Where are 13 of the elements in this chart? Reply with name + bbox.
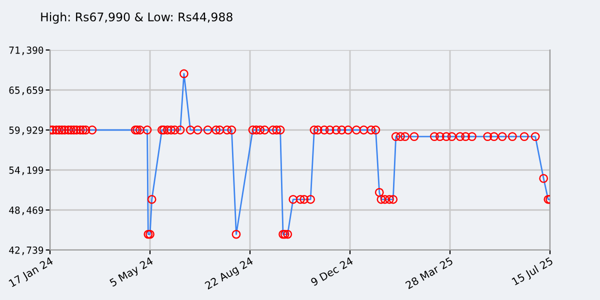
- y-tick-label: 65,659: [9, 86, 44, 96]
- x-tick-label: 28 Mar 25: [405, 256, 454, 290]
- y-tick-label: 71,390: [9, 46, 44, 56]
- y-tick-label: 54,199: [9, 166, 44, 176]
- x-tick-label: 5 May 24: [109, 256, 155, 289]
- x-tick-label: 22 Aug 24: [204, 256, 255, 292]
- x-tick-label: 15 Jul 25: [511, 256, 554, 288]
- x-tick-label: 9 Dec 24: [310, 256, 354, 286]
- y-tick-label: 42,739: [9, 246, 44, 256]
- x-tick-label: 17 Jan 24: [8, 256, 54, 289]
- chart-title: High: Rs67,990 & Low: Rs44,988: [41, 12, 232, 24]
- y-tick-label: 59,929: [9, 126, 44, 136]
- y-tick-label: 48,469: [9, 206, 44, 216]
